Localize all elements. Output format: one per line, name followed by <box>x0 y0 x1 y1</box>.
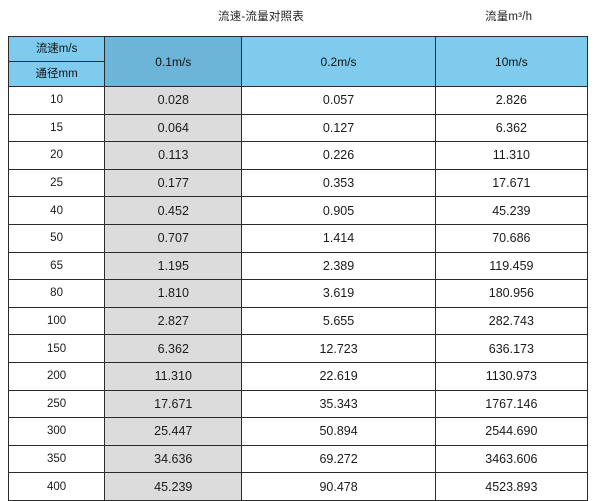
cell-flow-rate: 0.064 <box>104 113 243 143</box>
cell-flow-rate: 1.414 <box>241 223 436 253</box>
cell-flow-rate: 3463.606 <box>434 444 589 474</box>
flow-rate-comparison-table: 流速m/s 通径mm 0.1m/s 0.2m/s 10m/s 10 0.028 0.… <box>7 36 589 501</box>
cell-flow-rate: 50.894 <box>241 417 436 446</box>
table-row: 400 45.239 90.478 4523.893 <box>7 472 589 501</box>
cell-flow-rate: 5.655 <box>241 306 436 336</box>
cell-flow-rate: 69.272 <box>241 444 436 474</box>
cell-flow-rate: 6.362 <box>434 113 589 143</box>
unit-title: 流量m³/h <box>485 11 533 23</box>
table-header: 流速m/s 通径mm 0.1m/s 0.2m/s 10m/s <box>7 36 589 87</box>
cell-nominal-diameter: 25 <box>7 168 106 198</box>
cell-flow-rate: 0.905 <box>241 196 436 225</box>
cell-nominal-diameter: 15 <box>7 113 106 143</box>
cell-nominal-diameter: 150 <box>7 334 106 363</box>
cell-flow-rate: 90.478 <box>241 472 436 501</box>
cell-nominal-diameter: 250 <box>7 389 106 419</box>
cell-flow-rate: 70.686 <box>434 223 589 253</box>
cell-nominal-diameter: 100 <box>7 306 106 336</box>
cell-nominal-diameter: 10 <box>7 86 106 115</box>
table-row: 50 0.707 1.414 70.686 <box>7 223 589 253</box>
cell-nominal-diameter: 300 <box>7 417 106 446</box>
cell-flow-rate: 12.723 <box>241 334 436 363</box>
column-header-velocity-1: 0.1m/s <box>104 36 243 87</box>
cell-flow-rate: 1.810 <box>104 279 243 308</box>
cell-flow-rate: 180.956 <box>434 279 589 308</box>
cell-nominal-diameter: 40 <box>7 196 106 225</box>
table-row: 65 1.195 2.389 119.459 <box>7 251 589 281</box>
cell-flow-rate: 0.226 <box>241 141 436 170</box>
table-body: 10 0.028 0.057 2.826 15 0.064 0.127 6.362 20 0.11… <box>7 86 589 501</box>
column-header-velocity-3: 10m/s <box>434 36 589 87</box>
cell-flow-rate: 1130.973 <box>434 361 589 391</box>
cell-flow-rate: 0.177 <box>104 168 243 198</box>
cell-nominal-diameter: 20 <box>7 141 106 170</box>
cell-flow-rate: 11.310 <box>104 361 243 391</box>
table-row: 200 11.310 22.619 1130.973 <box>7 361 589 391</box>
cell-nominal-diameter: 400 <box>7 472 106 501</box>
cell-flow-rate: 45.239 <box>104 472 243 501</box>
cell-flow-rate: 0.113 <box>104 141 243 170</box>
cell-flow-rate: 6.362 <box>104 334 243 363</box>
cell-flow-rate: 35.343 <box>241 389 436 419</box>
cell-flow-rate: 2.389 <box>241 251 436 281</box>
table-row: 25 0.177 0.353 17.671 <box>7 168 589 198</box>
cell-flow-rate: 34.636 <box>104 444 243 474</box>
cell-flow-rate: 0.707 <box>104 223 243 253</box>
cell-flow-rate: 17.671 <box>434 168 589 198</box>
cell-flow-rate: 119.459 <box>434 251 589 281</box>
cell-flow-rate: 22.619 <box>241 361 436 391</box>
cell-flow-rate: 1767.146 <box>434 389 589 419</box>
cell-nominal-diameter: 80 <box>7 279 106 308</box>
table-row: 250 17.671 35.343 1767.146 <box>7 389 589 419</box>
cell-flow-rate: 0.028 <box>104 86 243 115</box>
table-row: 10 0.028 0.057 2.826 <box>7 86 589 115</box>
cell-flow-rate: 0.353 <box>241 168 436 198</box>
table-header-row: 流速m/s 通径mm 0.1m/s 0.2m/s 10m/s <box>7 36 589 87</box>
cell-flow-rate: 25.447 <box>104 417 243 446</box>
cell-nominal-diameter: 65 <box>7 251 106 281</box>
corner-header-diameter-label: 通径mm <box>9 62 105 86</box>
cell-flow-rate: 1.195 <box>104 251 243 281</box>
cell-flow-rate: 0.057 <box>241 86 436 115</box>
caption-row: 流速-流量对照表 流量m³/h <box>0 0 600 34</box>
column-header-velocity-2: 0.2m/s <box>241 36 436 87</box>
cell-nominal-diameter: 50 <box>7 223 106 253</box>
cell-flow-rate: 45.239 <box>434 196 589 225</box>
corner-header-cell: 流速m/s 通径mm <box>7 36 106 87</box>
cell-flow-rate: 11.310 <box>434 141 589 170</box>
table-row: 300 25.447 50.894 2544.690 <box>7 417 589 446</box>
cell-flow-rate: 2544.690 <box>434 417 589 446</box>
flow-rate-table-wrapper: 流速m/s 通径mm 0.1m/s 0.2m/s 10m/s 10 0.028 0.… <box>7 36 589 501</box>
cell-flow-rate: 2.827 <box>104 306 243 336</box>
cell-flow-rate: 636.173 <box>434 334 589 363</box>
table-row: 40 0.452 0.905 45.239 <box>7 196 589 225</box>
cell-nominal-diameter: 200 <box>7 361 106 391</box>
cell-flow-rate: 17.671 <box>104 389 243 419</box>
table-row: 15 0.064 0.127 6.362 <box>7 113 589 143</box>
cell-flow-rate: 282.743 <box>434 306 589 336</box>
cell-flow-rate: 3.619 <box>241 279 436 308</box>
cell-flow-rate: 4523.893 <box>434 472 589 501</box>
table-row: 100 2.827 5.655 282.743 <box>7 306 589 336</box>
table-row: 20 0.113 0.226 11.310 <box>7 141 589 170</box>
page-title: 流速-流量对照表 <box>218 11 304 23</box>
cell-nominal-diameter: 350 <box>7 444 106 474</box>
corner-header-velocity-label: 流速m/s <box>9 37 105 62</box>
table-row: 80 1.810 3.619 180.956 <box>7 279 589 308</box>
cell-flow-rate: 0.452 <box>104 196 243 225</box>
table-row: 350 34.636 69.272 3463.606 <box>7 444 589 474</box>
cell-flow-rate: 0.127 <box>241 113 436 143</box>
table-row: 150 6.362 12.723 636.173 <box>7 334 589 363</box>
cell-flow-rate: 2.826 <box>434 86 589 115</box>
